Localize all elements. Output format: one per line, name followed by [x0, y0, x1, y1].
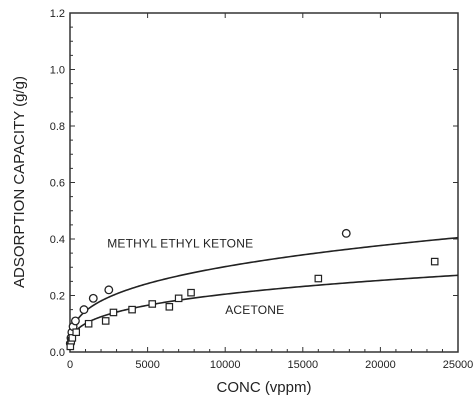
fit-curves [69, 236, 459, 349]
annotations: METHYL ETHYL KETONE ACETONE [107, 236, 284, 316]
data-point [104, 285, 114, 295]
x-axis-title: CONC (vppm) [216, 379, 311, 396]
x-tick-label: 25000 [443, 359, 473, 371]
data-point [101, 317, 110, 325]
data-point [68, 334, 77, 342]
y-tick-label: 0.8 [50, 121, 65, 133]
y-tick-label: 0.4 [50, 234, 65, 246]
curve-annotation: ACETONE [225, 303, 284, 317]
x-tick-label: 5000 [135, 359, 159, 371]
data-point [88, 293, 98, 303]
data-point [84, 319, 93, 328]
x-tick-label: 0 [67, 359, 73, 371]
data-point [314, 274, 323, 283]
plot-frame [69, 12, 459, 353]
data-point [128, 305, 136, 314]
fit-curve [69, 236, 459, 348]
data-point [187, 288, 195, 297]
data-point [70, 316, 80, 326]
y-tick-label: 1.2 [50, 8, 65, 20]
x-tick-label: 10000 [210, 359, 241, 371]
data-point [79, 305, 89, 315]
x-tick-label: 20000 [365, 359, 396, 371]
data-point [109, 308, 118, 317]
y-axis-ticks: 0.0 0.2 0.4 0.6 0.8 1.0 1.2 [50, 8, 458, 359]
y-tick-label: 0.6 [50, 178, 65, 190]
x-tick-label: 15000 [288, 359, 319, 371]
y-axis-title: ADSORPTION CAPACITY (g/g) [11, 76, 28, 288]
fit-curve [69, 274, 459, 349]
data-point [174, 294, 183, 303]
data-point [165, 303, 174, 311]
y-tick-label: 0.2 [50, 291, 65, 303]
y-tick-label: 1.0 [50, 65, 65, 77]
data-points [65, 228, 439, 351]
data-point [341, 228, 351, 238]
data-point [72, 328, 81, 337]
x-axis-ticks: 0 5000 10000 15000 20000 25000 [67, 13, 473, 371]
curve-annotation: METHYL ETHYL KETONE [107, 236, 253, 250]
y-tick-label: 0.0 [50, 347, 65, 359]
data-point [148, 300, 157, 308]
data-point [430, 257, 439, 266]
